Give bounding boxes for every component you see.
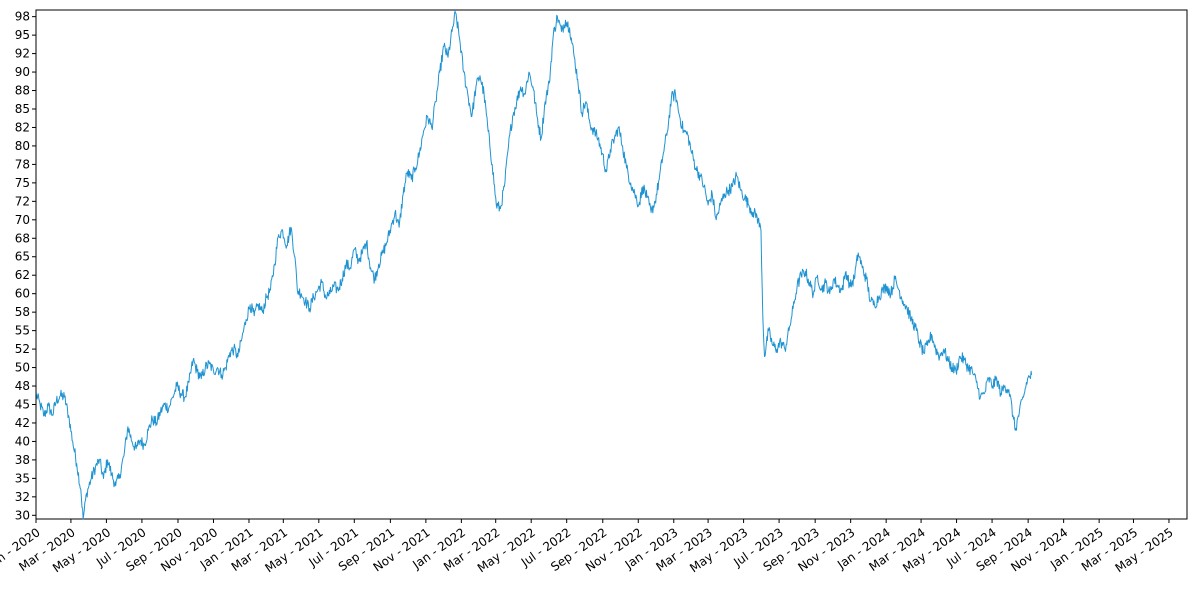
y-tick-label: 40 xyxy=(15,434,30,448)
y-tick-label: 72 xyxy=(15,194,30,208)
y-tick-label: 32 xyxy=(15,490,30,504)
y-tick-label: 52 xyxy=(15,342,30,356)
y-tick-label: 35 xyxy=(15,471,30,485)
y-tick-label: 58 xyxy=(15,305,30,319)
y-axis: 30 32 35 38 40 42 45 48 50 52 55 58 60 62 65 68 70 72 75 78… xyxy=(15,10,36,522)
y-tick-label: 80 xyxy=(15,139,30,153)
y-tick-label: 70 xyxy=(15,213,30,227)
y-tick-label: 98 xyxy=(15,10,30,24)
y-tick-label: 62 xyxy=(15,268,30,282)
y-tick-label: 55 xyxy=(15,324,30,338)
y-tick-label: 48 xyxy=(15,379,30,393)
y-tick-label: 50 xyxy=(15,361,30,375)
series-line xyxy=(35,10,1033,520)
y-tick-label: 85 xyxy=(15,102,30,116)
y-tick-label: 42 xyxy=(15,416,30,430)
y-tick-label: 45 xyxy=(15,397,30,411)
y-tick-label: 92 xyxy=(15,47,30,61)
y-tick-label: 88 xyxy=(15,84,30,98)
y-tick-label: 65 xyxy=(15,250,30,264)
y-tick-label: 38 xyxy=(15,453,30,467)
y-tick-label: 78 xyxy=(15,157,30,171)
y-tick-label: 60 xyxy=(15,287,30,301)
plot-frame xyxy=(35,9,1188,520)
y-tick-label: 82 xyxy=(15,120,30,134)
y-tick-label: 75 xyxy=(15,176,30,190)
y-tick-label: 30 xyxy=(15,508,30,522)
y-tick-label: 68 xyxy=(15,231,30,245)
y-tick-label: 95 xyxy=(15,28,30,42)
y-tick-label: 90 xyxy=(15,65,30,79)
